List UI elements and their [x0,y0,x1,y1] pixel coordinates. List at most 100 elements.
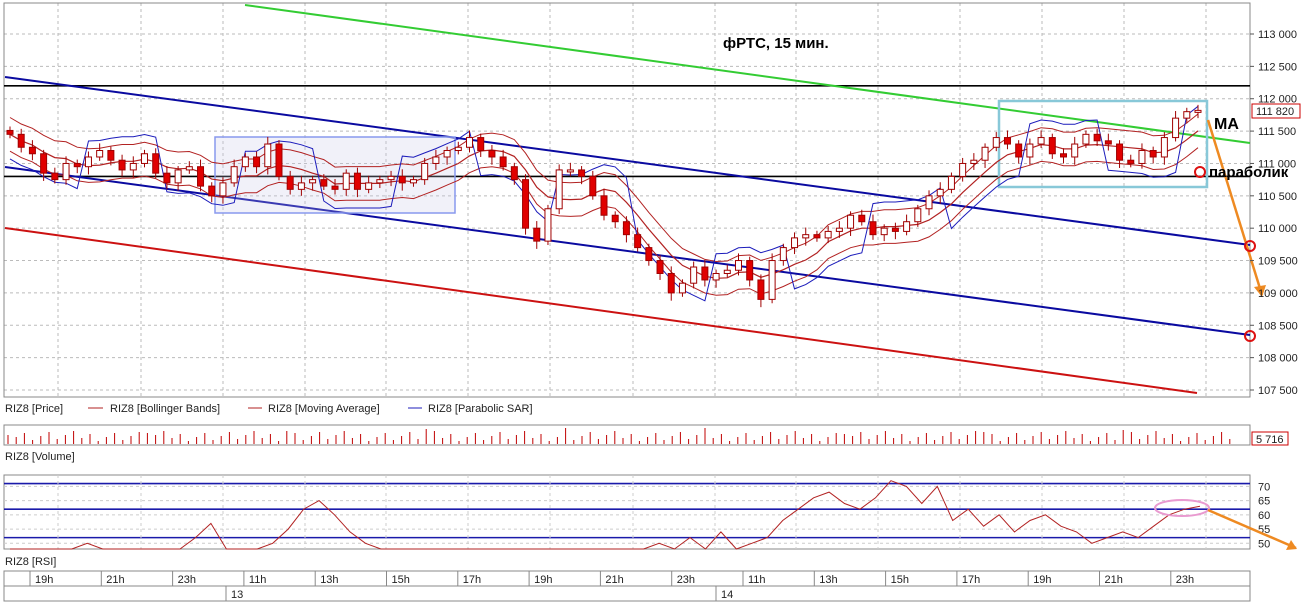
candle-body [791,237,799,249]
rsi-highlight-ellipse [1154,499,1210,517]
candle-body [163,172,171,184]
time-tick-label: 17h [962,574,980,586]
candle-body [555,169,563,210]
candlestick-series [6,104,1202,308]
rsi-label: RIZ8 [RSI] [5,556,56,568]
candle-body [466,137,474,148]
candle-body [690,266,698,284]
candle-body [712,272,720,281]
parabolic-annotation: параболик [1209,164,1289,181]
channel-target-circle-upper [1244,240,1256,252]
candle-body [746,260,754,281]
candle-body [645,247,653,262]
upper-channel-line [4,76,1251,246]
candle-body [286,175,294,190]
lower-channel-line [4,166,1251,336]
candle-body [1015,143,1023,158]
legend-bollinger: RIZ8 [Bollinger Bands] [110,403,220,415]
candle-body [17,133,25,148]
volume-panel [3,424,1251,446]
candle-body [611,214,619,223]
candle-body [981,146,989,161]
time-tick-label: 21h [106,574,124,586]
time-tick-label: 23h [1176,574,1194,586]
rsi-tick-label: 65 [1258,496,1270,508]
candle-body [353,172,361,190]
candle-body [432,156,440,164]
last-volume-label: 5 716 [1256,434,1284,446]
candle-body [1183,111,1191,119]
legend-price: RIZ8 [Price] [5,403,63,415]
candle-body [28,146,36,155]
rsi-tick-label: 60 [1258,510,1270,522]
time-axis: 19h 21h 23h 11h 13h 15h 17h 19h 21h 23h 11h 13h 15h 1… [3,570,1251,602]
candle-body [903,221,911,232]
last-price-label: 111 820 [1256,106,1294,118]
candle-body [779,247,787,262]
candle-body [824,230,832,239]
day-label: 13 [231,589,243,601]
candle-body [129,162,137,171]
legend-ma: RIZ8 [Moving Average] [268,403,380,415]
candle-body [757,279,765,300]
candle-body [667,272,675,294]
candle-body [230,166,238,184]
candle-body [297,182,305,190]
candle-body [1026,143,1034,158]
candle-body [835,227,843,232]
candle-body [488,150,496,158]
candle-body [847,214,855,229]
candle-body [1127,159,1135,164]
candle-body [992,137,1000,148]
candle-body [73,162,81,168]
candle-body [1093,133,1101,142]
candle-body [656,260,664,274]
time-tick-label: 21h [1105,574,1123,586]
candle-body [84,156,92,168]
candle-body [62,162,70,181]
candle-body [1160,137,1168,158]
candle-body [118,159,126,171]
rsi-tick-label: 50 [1258,538,1270,550]
candle-body [510,166,518,181]
volume-frame [3,424,1251,446]
candle-body [387,175,395,181]
candle-body [634,234,642,249]
price-tick-label: 109 000 [1258,288,1298,300]
time-tick-label: 19h [1033,574,1051,586]
red-trendline [4,227,1198,394]
candle-body [566,169,574,173]
channel-target-circle-lower [1244,330,1256,342]
time-tick-label: 17h [463,574,481,586]
candle-body [522,179,530,229]
candle-body [1149,150,1157,158]
chart-overlays [4,4,1266,394]
time-tick-label: 23h [677,574,695,586]
candle-body [264,143,272,168]
consolidation-box-left [214,136,456,214]
time-tick-label: 11h [249,574,267,586]
candle-body [499,156,507,168]
candle-body [1172,117,1180,139]
candle-body [1060,153,1068,158]
price-tick-label: 113 000 [1258,29,1297,41]
time-tick-label: 19h [534,574,552,586]
candle-body [600,195,608,216]
candle-body [1071,143,1079,158]
candle-body [140,153,148,164]
candle-body [241,156,249,168]
candle-body [936,188,944,197]
candle-body [40,153,48,174]
price-tick-label: 111 500 [1258,126,1296,138]
price-tick-label: 107 500 [1258,385,1298,397]
candle-body [925,195,933,210]
candle-body [947,175,955,190]
forecast-arrow-price [1206,119,1264,296]
price-tick-label: 109 500 [1258,256,1298,268]
price-tick-label: 112 500 [1258,61,1297,73]
candle-body [1082,133,1090,145]
candle-body [734,260,742,271]
candle-body [320,179,328,187]
candle-body [1003,137,1011,145]
